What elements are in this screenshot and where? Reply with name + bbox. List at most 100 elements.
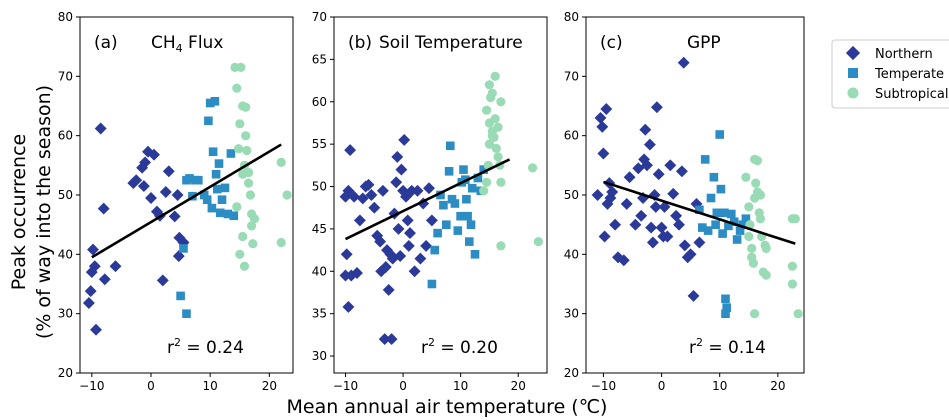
r-squared-value: = 0.20 <box>435 338 498 358</box>
point-northern <box>368 201 381 214</box>
point-northern <box>156 274 169 287</box>
x-tick-label: 10 <box>712 379 727 393</box>
panel-title: GPP <box>687 33 721 53</box>
point-subtropical <box>245 190 255 200</box>
point-subtropical <box>491 143 501 153</box>
point-northern <box>344 144 357 157</box>
point-northern <box>145 192 157 204</box>
point-temperate <box>738 220 748 229</box>
point-northern <box>84 285 97 298</box>
point-temperate <box>427 279 437 289</box>
point-subtropical <box>496 241 506 251</box>
r-squared-annotation: r2 = 0.24 <box>167 336 244 358</box>
point-northern <box>401 214 414 227</box>
y-tick-label: 35 <box>312 307 327 321</box>
point-temperate <box>459 165 468 174</box>
point-subtropical <box>239 261 250 271</box>
point-subtropical <box>755 214 766 224</box>
point-subtropical <box>487 88 497 98</box>
point-northern <box>97 202 110 215</box>
point-temperate <box>711 220 720 229</box>
point-temperate <box>205 98 215 108</box>
point-subtropical <box>752 156 763 166</box>
point-temperate <box>450 199 460 208</box>
point-subtropical <box>244 178 254 188</box>
point-northern <box>82 297 95 309</box>
y-tick-label: 70 <box>312 10 327 24</box>
point-temperate <box>176 291 185 301</box>
point-northern <box>90 323 102 336</box>
point-northern <box>673 218 685 231</box>
point-subtropical <box>748 258 759 268</box>
point-temperate <box>182 309 191 318</box>
point-subtropical <box>496 97 506 107</box>
point-northern <box>675 165 688 178</box>
point-subtropical <box>248 239 258 249</box>
r-squared-value: = 0.14 <box>703 338 766 358</box>
y-axis-label-line2: (% of way into the season) <box>33 85 55 339</box>
point-temperate <box>721 294 730 304</box>
y-tick-label: 30 <box>564 307 579 321</box>
point-subtropical <box>487 131 497 141</box>
point-subtropical <box>235 249 245 259</box>
plot-frame <box>585 16 805 374</box>
regression-line <box>603 180 796 245</box>
r-squared-annotation: r2 = 0.20 <box>421 336 498 358</box>
point-temperate <box>722 303 731 312</box>
point-temperate <box>709 172 719 182</box>
point-temperate <box>210 97 220 106</box>
point-subtropical <box>490 114 500 124</box>
y-tick-label: 50 <box>564 188 579 202</box>
point-temperate <box>453 226 463 235</box>
point-temperate <box>226 149 236 158</box>
point-northern <box>600 103 613 115</box>
y-tick-label: 20 <box>58 366 73 380</box>
y-tick-label: 40 <box>564 247 579 261</box>
point-temperate <box>202 195 212 204</box>
plot-frame <box>333 16 548 374</box>
x-axis-label: Mean annual air temperature (℃) <box>287 396 608 418</box>
y-tick-label: 50 <box>312 180 327 194</box>
point-northern <box>643 138 656 151</box>
point-temperate <box>223 209 233 219</box>
x-tick-label: −10 <box>333 379 358 393</box>
x-tick-label: 10 <box>453 379 468 393</box>
point-temperate <box>211 169 221 179</box>
point-temperate <box>217 195 227 204</box>
point-temperate <box>741 214 751 223</box>
panel-tag: (a) <box>94 33 118 53</box>
point-temperate <box>204 116 213 126</box>
point-northern <box>655 221 668 234</box>
point-subtropical <box>496 177 506 187</box>
panel-title-main: Soil Temperature <box>379 33 523 53</box>
point-temperate <box>442 220 451 229</box>
point-subtropical <box>276 237 286 248</box>
point-northern <box>623 171 636 184</box>
point-northern <box>635 209 648 222</box>
point-temperate <box>199 190 209 200</box>
point-subtropical <box>793 309 803 319</box>
y-tick-label: 80 <box>564 10 579 24</box>
point-temperate <box>727 209 736 219</box>
point-temperate <box>716 184 726 194</box>
point-northern <box>395 163 408 176</box>
y-tick-label: 70 <box>564 69 579 83</box>
point-subtropical <box>493 152 503 162</box>
y-tick-label: 45 <box>312 222 327 236</box>
y-tick-label: 30 <box>312 349 327 363</box>
point-northern <box>609 218 622 231</box>
point-northern <box>376 184 389 197</box>
point-subtropical <box>236 62 246 72</box>
point-northern <box>98 273 111 286</box>
r-squared-exponent: 2 <box>696 336 703 349</box>
point-subtropical <box>790 214 800 224</box>
point-northern <box>408 265 421 278</box>
point-subtropical <box>282 190 292 200</box>
point-temperate <box>214 159 224 168</box>
point-subtropical <box>249 214 260 224</box>
regression-line <box>344 158 511 241</box>
point-northern <box>591 189 604 201</box>
point-temperate <box>462 194 471 204</box>
r-squared-r: r <box>167 338 174 358</box>
